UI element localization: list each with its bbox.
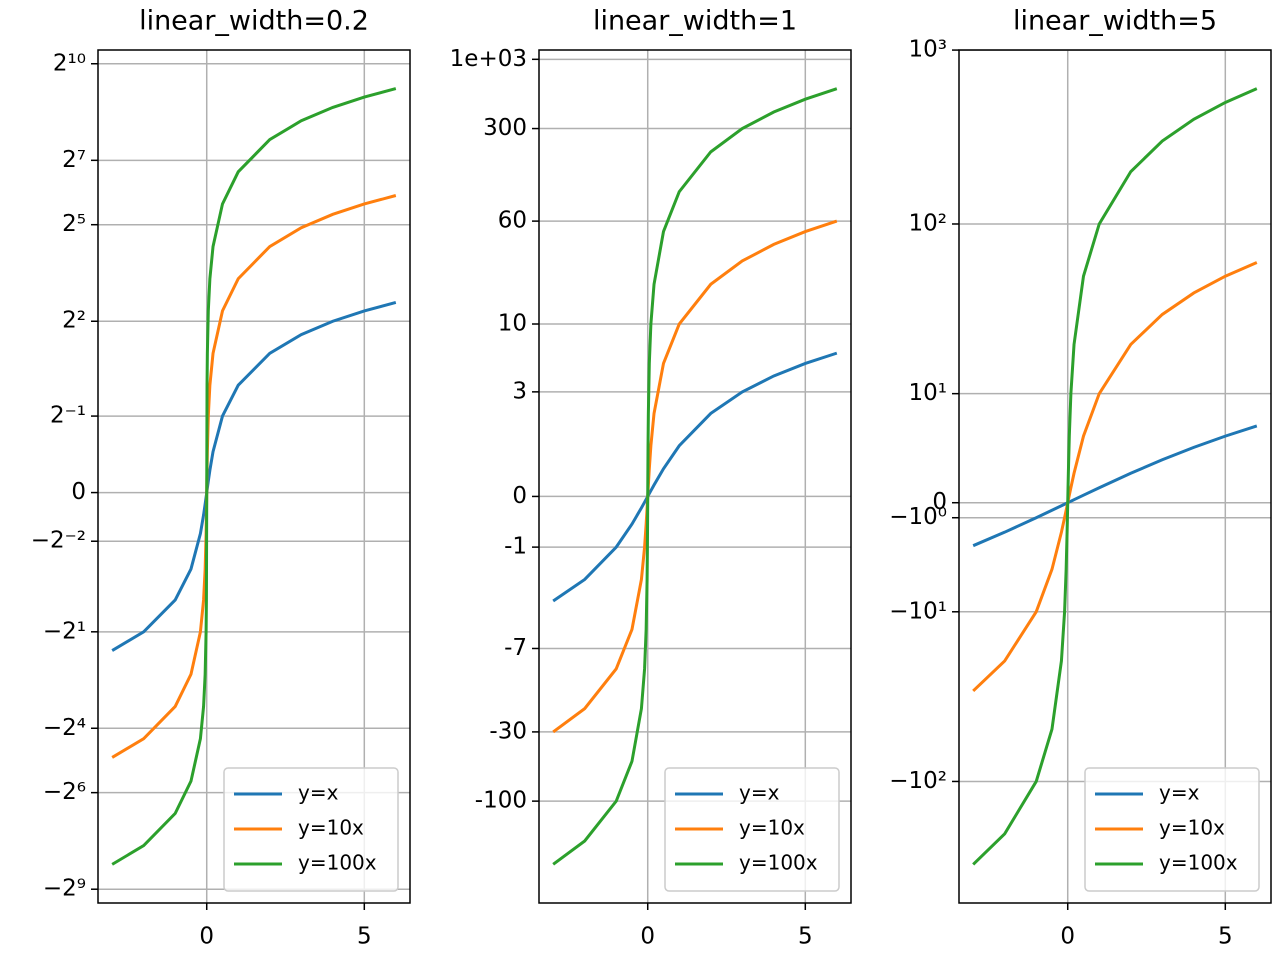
subplot: linear_width=1 0 5 1e+03 300 60 10 3 0 -1 -7 -30 -10… bbox=[450, 6, 852, 950]
x-tick-label: 5 bbox=[1218, 924, 1233, 950]
y-tick-label: 1e+03 bbox=[450, 46, 527, 72]
y-tick-label: 0 bbox=[512, 483, 527, 509]
y-tick-label: 10³ bbox=[909, 37, 948, 63]
y-tick-label: 300 bbox=[483, 115, 527, 141]
axes-frame bbox=[958, 49, 1272, 904]
y-tick-label: 2¹⁰ bbox=[53, 50, 86, 76]
series-line bbox=[552, 87, 838, 866]
y-tick-label: −2⁹ bbox=[43, 876, 86, 902]
y-tick-label: 10 bbox=[498, 311, 527, 337]
x-tick-label: 5 bbox=[357, 924, 372, 950]
y-tick-label: 2² bbox=[62, 308, 86, 334]
y-tick-label: −10² bbox=[889, 768, 947, 794]
subplot-title: linear_width=0.2 bbox=[139, 6, 369, 37]
legend-box bbox=[664, 767, 840, 892]
y-tick-label: -7 bbox=[504, 635, 527, 661]
legend-label: y=10x bbox=[298, 816, 364, 840]
series-line bbox=[972, 87, 1258, 866]
legend-box bbox=[223, 767, 399, 892]
subplot-title: linear_width=1 bbox=[593, 6, 797, 37]
x-tick-label: 0 bbox=[640, 924, 655, 950]
y-tick-label: 10¹ bbox=[909, 380, 948, 406]
axes-frame bbox=[538, 49, 852, 904]
series-line bbox=[552, 351, 838, 603]
legend-label: y=10x bbox=[1159, 816, 1225, 840]
y-tick-label: −2⁻² bbox=[31, 528, 86, 554]
y-tick-label: 10² bbox=[909, 210, 948, 236]
subplot: linear_width=0.2 0 5 2¹⁰ 2⁷ 2⁵ 2² 2⁻¹ 0 −2⁻² −2¹ −2… bbox=[31, 6, 411, 950]
series-line bbox=[552, 219, 838, 734]
y-tick-label: 2⁷ bbox=[62, 147, 86, 173]
y-tick-label: 2⁻¹ bbox=[50, 403, 86, 429]
x-tick-label: 0 bbox=[199, 924, 214, 950]
legend-label: y=x bbox=[739, 781, 780, 805]
legend-label: y=10x bbox=[739, 816, 805, 840]
x-tick-label: 0 bbox=[1060, 924, 1075, 950]
series-line bbox=[972, 261, 1258, 693]
legend-label: y=x bbox=[298, 781, 339, 805]
y-tick-label: 0 bbox=[71, 479, 86, 505]
y-tick-label: 2⁵ bbox=[62, 211, 86, 237]
y-tick-label: −10⁰ bbox=[889, 504, 947, 530]
y-tick-label: −2¹ bbox=[43, 618, 86, 644]
y-tick-label: 0 bbox=[932, 489, 947, 515]
series-line bbox=[111, 87, 397, 866]
legend-label: y=100x bbox=[1159, 851, 1238, 875]
legend: y=x y=10x y=100x bbox=[1084, 767, 1260, 892]
legend-label: y=x bbox=[1159, 781, 1200, 805]
series-line bbox=[972, 424, 1258, 548]
series-line bbox=[111, 300, 397, 652]
legend-label: y=100x bbox=[298, 851, 377, 875]
legend-label: y=100x bbox=[739, 851, 818, 875]
y-tick-label: 3 bbox=[512, 378, 527, 404]
y-tick-label: −10¹ bbox=[889, 598, 947, 624]
legend: y=x y=10x y=100x bbox=[223, 767, 399, 892]
series-line bbox=[111, 194, 397, 759]
y-tick-label: -100 bbox=[475, 788, 527, 814]
legend-box bbox=[1084, 767, 1260, 892]
y-tick-label: 60 bbox=[498, 208, 527, 234]
legend: y=x y=10x y=100x bbox=[664, 767, 840, 892]
x-tick-label: 5 bbox=[798, 924, 813, 950]
subplot-title: linear_width=5 bbox=[1013, 6, 1217, 37]
y-tick-label: −2⁶ bbox=[43, 779, 86, 805]
y-tick-label: -1 bbox=[504, 534, 527, 560]
y-tick-label: -30 bbox=[489, 718, 527, 744]
axes-frame bbox=[97, 49, 411, 904]
y-tick-label: −2⁴ bbox=[43, 715, 86, 741]
